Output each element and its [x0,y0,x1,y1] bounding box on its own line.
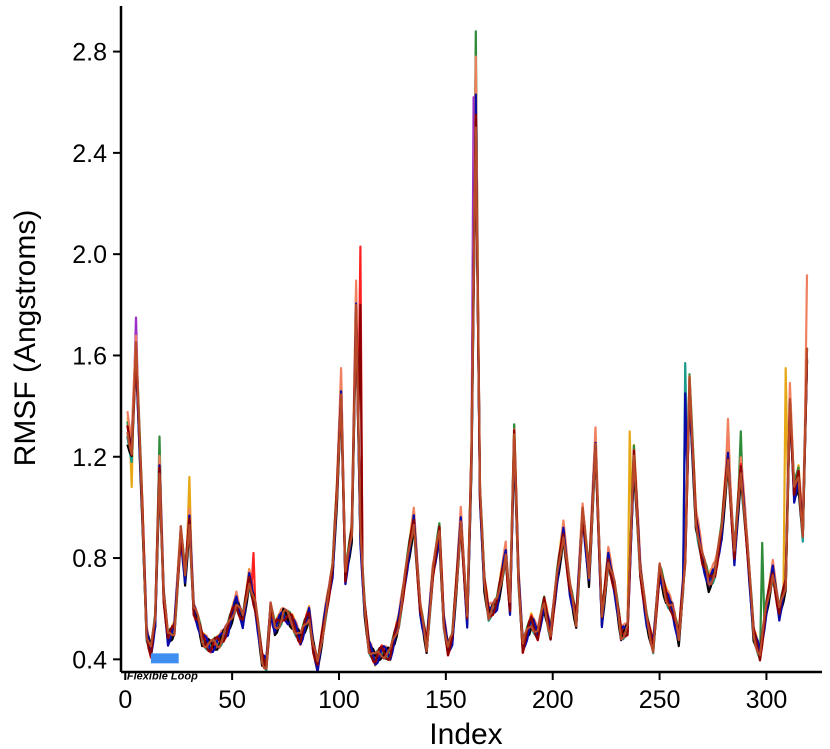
x-tick-label: 150 [425,686,467,714]
y-tick-label: 1.2 [72,444,107,472]
y-tick-label: 2.4 [72,140,107,168]
y-tick-label: 1.6 [72,342,107,370]
x-axis-title: Index [429,718,502,749]
x-ticks: 0 50 100 150 200 250 300 [118,672,787,714]
x-tick-label: 200 [532,686,574,714]
y-axis-title: RMSF (Angstroms) [9,210,42,467]
x-tick-label: 0 [118,686,132,714]
flexible-loop-marker [150,653,179,664]
x-tick-label: 250 [639,686,681,714]
series-line-10 [126,126,809,670]
x-tick-label: 50 [218,686,246,714]
series-layer [126,30,809,674]
flexible-loop-label: Flexible Loop [127,670,198,682]
y-tick-label: 2.0 [72,241,107,269]
y-tick-label: 2.8 [72,39,107,67]
y-ticks: 0.4 0.8 1.2 1.6 2.0 2.4 2.8 [72,39,121,674]
x-tick-label: 100 [318,686,360,714]
x-tick-label: 300 [746,686,788,714]
y-tick-label: 0.4 [72,646,107,674]
y-tick-label: 0.8 [72,545,107,573]
